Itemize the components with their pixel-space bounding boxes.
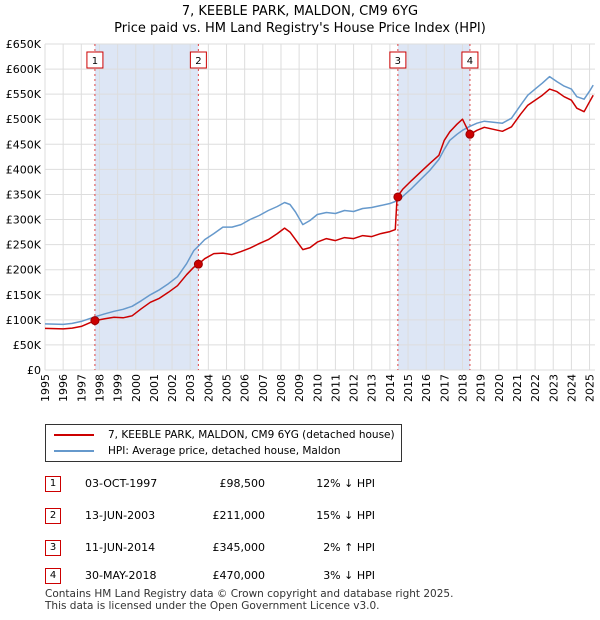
chart-title: 7, KEEBLE PARK, MALDON, CM9 6YG: [181, 4, 419, 19]
chart-subtitle: Price paid vs. HM Land Registry's House …: [114, 21, 486, 36]
sale-price: £211,000: [212, 509, 266, 522]
y-tick-label: £550K: [6, 88, 42, 101]
x-tick-label: 2024: [565, 374, 578, 402]
x-tick-label: 2003: [184, 374, 197, 402]
sale-marker-label: 3: [395, 56, 401, 67]
x-tick-label: 2022: [529, 374, 542, 402]
x-tick-label: 2011: [329, 374, 342, 402]
y-tick-label: £150K: [6, 289, 42, 302]
x-tick-label: 2010: [311, 374, 324, 402]
x-tick-label: 2016: [420, 374, 433, 402]
sale-marker-label: 1: [92, 56, 98, 67]
sale-price: £345,000: [212, 541, 266, 554]
x-tick-label: 1998: [93, 374, 106, 402]
x-tick-label: 2023: [547, 374, 560, 402]
y-tick-label: £350K: [6, 188, 42, 201]
x-tick-label: 2002: [166, 374, 179, 402]
footer-attribution: Contains HM Land Registry data © Crown c…: [45, 588, 453, 612]
x-tick-label: 2008: [275, 374, 288, 402]
sale-hpi-diff: 12% ↓ HPI: [316, 477, 375, 490]
property-series-line: [44, 88, 594, 330]
x-tick-label: 2021: [511, 374, 524, 402]
sale-marker-box: [389, 51, 407, 69]
legend-item-hpi: HPI: Average price, detached house, Mald…: [54, 443, 341, 459]
sale-point: [193, 259, 203, 269]
x-tick-label: 1996: [57, 374, 70, 402]
x-tick-label: 1997: [75, 374, 88, 402]
y-tick-label: £600K: [6, 63, 42, 76]
y-tick-label: £450K: [6, 138, 42, 151]
x-tick-label: 2009: [293, 374, 306, 402]
legend-swatch-hpi: [54, 450, 94, 452]
sale-marker-label: 4: [467, 56, 473, 67]
sale-number-badge: 4: [45, 568, 61, 584]
sale-marker-box: [461, 51, 479, 69]
shaded-range: [397, 44, 470, 370]
sale-date: 11-JUN-2014: [85, 541, 156, 554]
sale-point: [393, 192, 403, 202]
y-tick-label: £250K: [6, 239, 42, 252]
sale-point: [465, 129, 475, 139]
x-tick-label: 2025: [584, 374, 597, 402]
price-chart: 1 2 3 4 £0 £50K £100K £150K £200K £250K £300K £350…: [6, 38, 597, 402]
x-tick-label: 2007: [257, 374, 270, 402]
y-tick-label: £500K: [6, 113, 42, 126]
x-tick-label: 2006: [239, 374, 252, 402]
sale-marker-box: [86, 51, 104, 69]
y-tick-label: £100K: [6, 314, 42, 327]
sale-number-badge: 3: [45, 540, 61, 556]
legend-label-hpi: HPI: Average price, detached house, Mald…: [108, 445, 341, 457]
y-tick-label: £50K: [13, 339, 42, 352]
sale-hpi-diff: 2% ↑ HPI: [323, 541, 375, 554]
x-tick-label: 2000: [130, 374, 143, 402]
sale-marker-box: [189, 51, 207, 69]
footer-licence: This data is licensed under the Open Gov…: [45, 600, 380, 612]
sale-number-badge: 2: [45, 508, 61, 524]
y-tick-label: £0: [27, 364, 41, 377]
legend-label-property: 7, KEEBLE PARK, MALDON, CM9 6YG (detache…: [108, 429, 395, 441]
y-tick-label: £650K: [6, 38, 42, 51]
legend-item-property: 7, KEEBLE PARK, MALDON, CM9 6YG (detache…: [54, 427, 395, 443]
sale-row: 2 13-JUN-2003 £211,000 15% ↓ HPI: [0, 506, 600, 526]
x-tick-label: 2012: [348, 374, 361, 402]
x-tick-label: 2014: [384, 374, 397, 402]
sale-hpi-diff: 15% ↓ HPI: [316, 509, 375, 522]
sale-price: £98,500: [219, 477, 266, 490]
footer-copyright: Contains HM Land Registry data © Crown c…: [45, 588, 454, 600]
y-tick-label: £400K: [6, 163, 42, 176]
sale-marker-label: 2: [195, 56, 201, 67]
x-tick-label: 2004: [202, 374, 215, 402]
sale-row: 1 03-OCT-1997 £98,500 12% ↓ HPI: [0, 474, 600, 494]
x-tick-label: 2020: [493, 374, 506, 402]
x-tick-label: 2018: [456, 374, 469, 402]
x-tick-label: 2001: [148, 374, 161, 402]
x-tick-label: 1999: [112, 374, 125, 402]
shaded-range: [94, 44, 199, 370]
sale-point: [90, 316, 100, 326]
sale-date: 03-OCT-1997: [85, 477, 158, 490]
sale-row: 3 11-JUN-2014 £345,000 2% ↑ HPI: [0, 538, 600, 558]
sale-price: £470,000: [212, 569, 266, 582]
chart-legend: 7, KEEBLE PARK, MALDON, CM9 6YG (detache…: [45, 424, 402, 462]
sale-row: 4 30-MAY-2018 £470,000 3% ↓ HPI: [0, 566, 600, 586]
sale-number-badge: 1: [45, 476, 61, 492]
legend-swatch-property: [54, 434, 94, 436]
x-tick-label: 2013: [366, 374, 379, 402]
y-tick-label: £300K: [6, 214, 42, 227]
sale-date: 30-MAY-2018: [85, 569, 157, 582]
y-tick-label: £200K: [6, 264, 42, 277]
hpi-series-line: [44, 75, 594, 326]
x-tick-label: 2015: [402, 374, 415, 402]
x-tick-label: 2017: [438, 374, 451, 402]
sale-hpi-diff: 3% ↓ HPI: [323, 569, 375, 582]
sale-date: 13-JUN-2003: [85, 509, 156, 522]
x-tick-label: 1995: [39, 374, 52, 402]
x-tick-label: 2019: [475, 374, 488, 402]
x-tick-label: 2005: [221, 374, 234, 402]
